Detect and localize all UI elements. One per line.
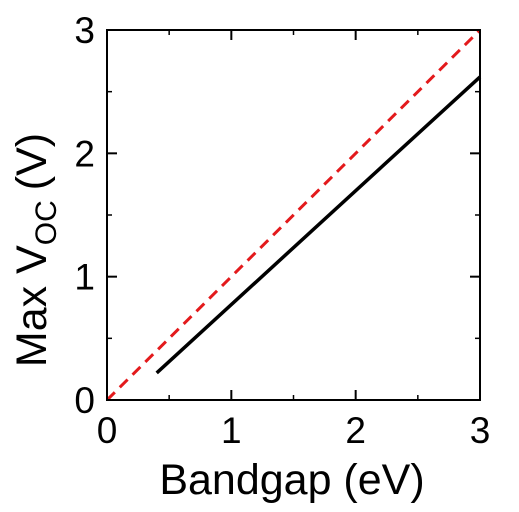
y-tick-label: 1 bbox=[74, 257, 95, 298]
y-tick-label: 3 bbox=[74, 10, 95, 51]
series-line-solid bbox=[155, 75, 482, 375]
x-tick-label: 3 bbox=[470, 410, 491, 451]
y-axis: 0 1 2 3 bbox=[74, 10, 480, 421]
x-axis: 0 1 2 3 bbox=[97, 30, 491, 451]
x-tick-label: 0 bbox=[97, 410, 118, 451]
y-tick-label: 0 bbox=[74, 380, 95, 421]
series-line-dashed bbox=[105, 28, 482, 402]
y-axis-title-main: Max V bbox=[8, 245, 56, 367]
series-layer bbox=[105, 28, 482, 402]
x-axis-title: Bandgap (eV) bbox=[159, 456, 424, 504]
y-axis-title-subscript: OC bbox=[30, 200, 63, 245]
x-tick-label: 1 bbox=[221, 410, 242, 451]
y-axis-title: Max VOC (V) bbox=[8, 133, 63, 367]
y-tick-label: 2 bbox=[74, 133, 95, 174]
y-axis-title-unit: (V) bbox=[8, 133, 56, 190]
x-tick-label: 2 bbox=[345, 410, 366, 451]
